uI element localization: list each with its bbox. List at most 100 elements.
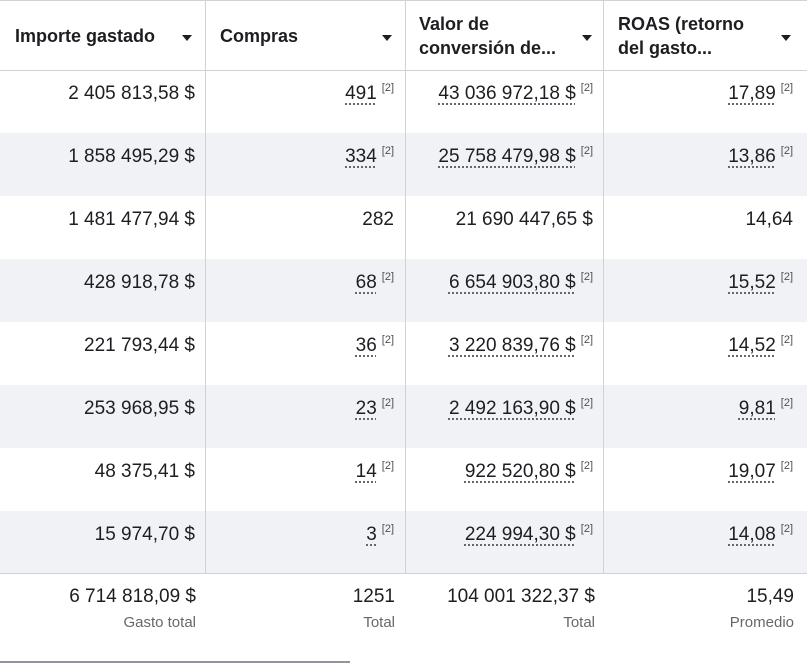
cell-value: 15 974,70 $	[94, 524, 195, 545]
cell-value[interactable]: 9,81	[738, 398, 776, 419]
roas-cell: 15,52 [2]	[604, 259, 793, 322]
reference-marker[interactable]: [2]	[381, 271, 394, 283]
cell-value: 1 481 477,94 $	[68, 209, 195, 230]
reference-marker[interactable]: [2]	[381, 460, 394, 472]
reference-marker[interactable]: [2]	[780, 460, 793, 472]
cell-value[interactable]: 14,52	[728, 335, 776, 356]
header-divider[interactable]	[603, 0, 604, 69]
cell-value[interactable]: 19,07	[728, 461, 776, 482]
cell-value[interactable]: 14,08	[728, 524, 776, 545]
column-divider	[603, 69, 604, 663]
reference-marker[interactable]: [2]	[580, 523, 593, 535]
cell-value[interactable]: 68	[355, 272, 377, 293]
cell-value: 2 405 813,58 $	[68, 83, 195, 104]
chevron-down-icon[interactable]	[582, 35, 592, 41]
table-row: 221 793,44 $ 36 [2] 3 220 839,76 $ [2] 14,52 […	[0, 322, 807, 385]
chevron-down-icon[interactable]	[382, 35, 392, 41]
cell-value[interactable]: 224 994,30 $	[464, 524, 576, 545]
reference-marker[interactable]: [2]	[381, 523, 394, 535]
spend-cell: 2 405 813,58 $	[0, 70, 195, 133]
cell-value[interactable]: 25 758 479,98 $	[438, 146, 576, 167]
table-row: 253 968,95 $ 23 [2] 2 492 163,90 $ [2] 9,81 [2…	[0, 385, 807, 448]
total-purchases-value: 1251	[352, 586, 395, 607]
reference-marker[interactable]: [2]	[780, 334, 793, 346]
conversion-value-cell: 21 690 447,65 $	[406, 196, 593, 259]
roas-cell: 14,64	[604, 196, 793, 259]
cell-value[interactable]: 13,86	[728, 146, 776, 167]
cell-value[interactable]: 3 220 839,76 $	[448, 335, 576, 356]
total-spend-value: 6 714 818,09 $	[69, 586, 196, 607]
cell-value[interactable]: 3	[366, 524, 377, 545]
spend-cell: 48 375,41 $	[0, 448, 195, 511]
purchases-cell: 36 [2]	[206, 322, 394, 385]
reference-marker[interactable]: [2]	[580, 397, 593, 409]
header-divider[interactable]	[405, 0, 406, 69]
table-row: 1 481 477,94 $ 282 21 690 447,65 $ 14,64	[0, 196, 807, 259]
column-header-spend[interactable]: Importe gastado	[15, 1, 185, 70]
cell-value[interactable]: 491	[345, 83, 377, 104]
conversion-value-cell: 3 220 839,76 $ [2]	[406, 322, 593, 385]
chevron-down-icon[interactable]	[781, 35, 791, 41]
total-spend-label: Gasto total	[123, 614, 196, 631]
cell-value[interactable]: 43 036 972,18 $	[438, 83, 576, 104]
column-divider	[205, 69, 206, 663]
cell-value[interactable]: 15,52	[728, 272, 776, 293]
purchases-cell: 14 [2]	[206, 448, 394, 511]
reference-marker[interactable]: [2]	[580, 460, 593, 472]
cell-value[interactable]: 2 492 163,90 $	[448, 398, 576, 419]
total-conversion-value-label: Total	[563, 614, 595, 631]
column-header-roas[interactable]: ROAS (retorno del gasto...	[618, 1, 768, 70]
roas-cell: 14,08 [2]	[604, 511, 793, 574]
spend-cell: 1 481 477,94 $	[0, 196, 195, 259]
conversion-value-cell: 43 036 972,18 $ [2]	[406, 70, 593, 133]
reference-marker[interactable]: [2]	[580, 145, 593, 157]
spend-cell: 253 968,95 $	[0, 385, 195, 448]
spend-cell: 221 793,44 $	[0, 322, 195, 385]
total-conversion-value: 104 001 322,37 $ Total	[406, 574, 595, 664]
reference-marker[interactable]: [2]	[780, 523, 793, 535]
cell-value[interactable]: 17,89	[728, 83, 776, 104]
reference-marker[interactable]: [2]	[381, 397, 394, 409]
conversion-value-cell: 25 758 479,98 $ [2]	[406, 133, 593, 196]
total-roas: 15,49 Promedio	[604, 574, 794, 664]
cell-value: 282	[362, 209, 394, 230]
purchases-cell: 334 [2]	[206, 133, 394, 196]
reference-marker[interactable]: [2]	[780, 145, 793, 157]
table-row: 1 858 495,29 $334 [2] 25 758 479,98 $ [2] 13…	[0, 133, 807, 196]
column-header-purchases[interactable]: Compras	[220, 1, 370, 70]
cell-value[interactable]: 14	[355, 461, 377, 482]
reference-marker[interactable]: [2]	[780, 397, 793, 409]
cell-value: 21 690 447,65 $	[455, 209, 593, 230]
total-spend: 6 714 818,09 $ Gasto total	[0, 574, 196, 664]
conversion-value-cell: 922 520,80 $ [2]	[406, 448, 593, 511]
cell-value: 14,64	[745, 209, 793, 230]
conversion-value-cell: 2 492 163,90 $ [2]	[406, 385, 593, 448]
reference-marker[interactable]: [2]	[780, 271, 793, 283]
reference-marker[interactable]: [2]	[580, 82, 593, 94]
scrollbar[interactable]	[0, 661, 350, 663]
reference-marker[interactable]: [2]	[780, 82, 793, 94]
cell-value[interactable]: 6 654 903,80 $	[448, 272, 576, 293]
purchases-cell: 68 [2]	[206, 259, 394, 322]
conversion-value-cell: 6 654 903,80 $ [2]	[406, 259, 593, 322]
reference-marker[interactable]: [2]	[381, 145, 394, 157]
cell-value: 221 793,44 $	[84, 335, 195, 356]
column-header-conversion-value[interactable]: Valor de conversión de...	[419, 1, 569, 70]
cell-value: 253 968,95 $	[84, 398, 195, 419]
reference-marker[interactable]: [2]	[580, 334, 593, 346]
header-divider[interactable]	[205, 0, 206, 69]
total-conversion-value-value: 104 001 322,37 $	[447, 586, 595, 607]
cell-value[interactable]: 922 520,80 $	[464, 461, 576, 482]
chevron-down-icon[interactable]	[182, 35, 192, 41]
conversion-value-cell: 224 994,30 $ [2]	[406, 511, 593, 574]
table-row: 2 405 813,58 $ 491 [2] 43 036 972,18 $ [2] 17…	[0, 70, 807, 133]
table-footer-totals: 6 714 818,09 $ Gasto total 1251 Total 10…	[0, 573, 807, 664]
reference-marker[interactable]: [2]	[381, 82, 394, 94]
reference-marker[interactable]: [2]	[381, 334, 394, 346]
cell-value[interactable]: 334	[345, 146, 377, 167]
cell-value[interactable]: 23	[355, 398, 377, 419]
cell-value[interactable]: 36	[355, 335, 377, 356]
purchases-cell: 23 [2]	[206, 385, 394, 448]
reference-marker[interactable]: [2]	[580, 271, 593, 283]
